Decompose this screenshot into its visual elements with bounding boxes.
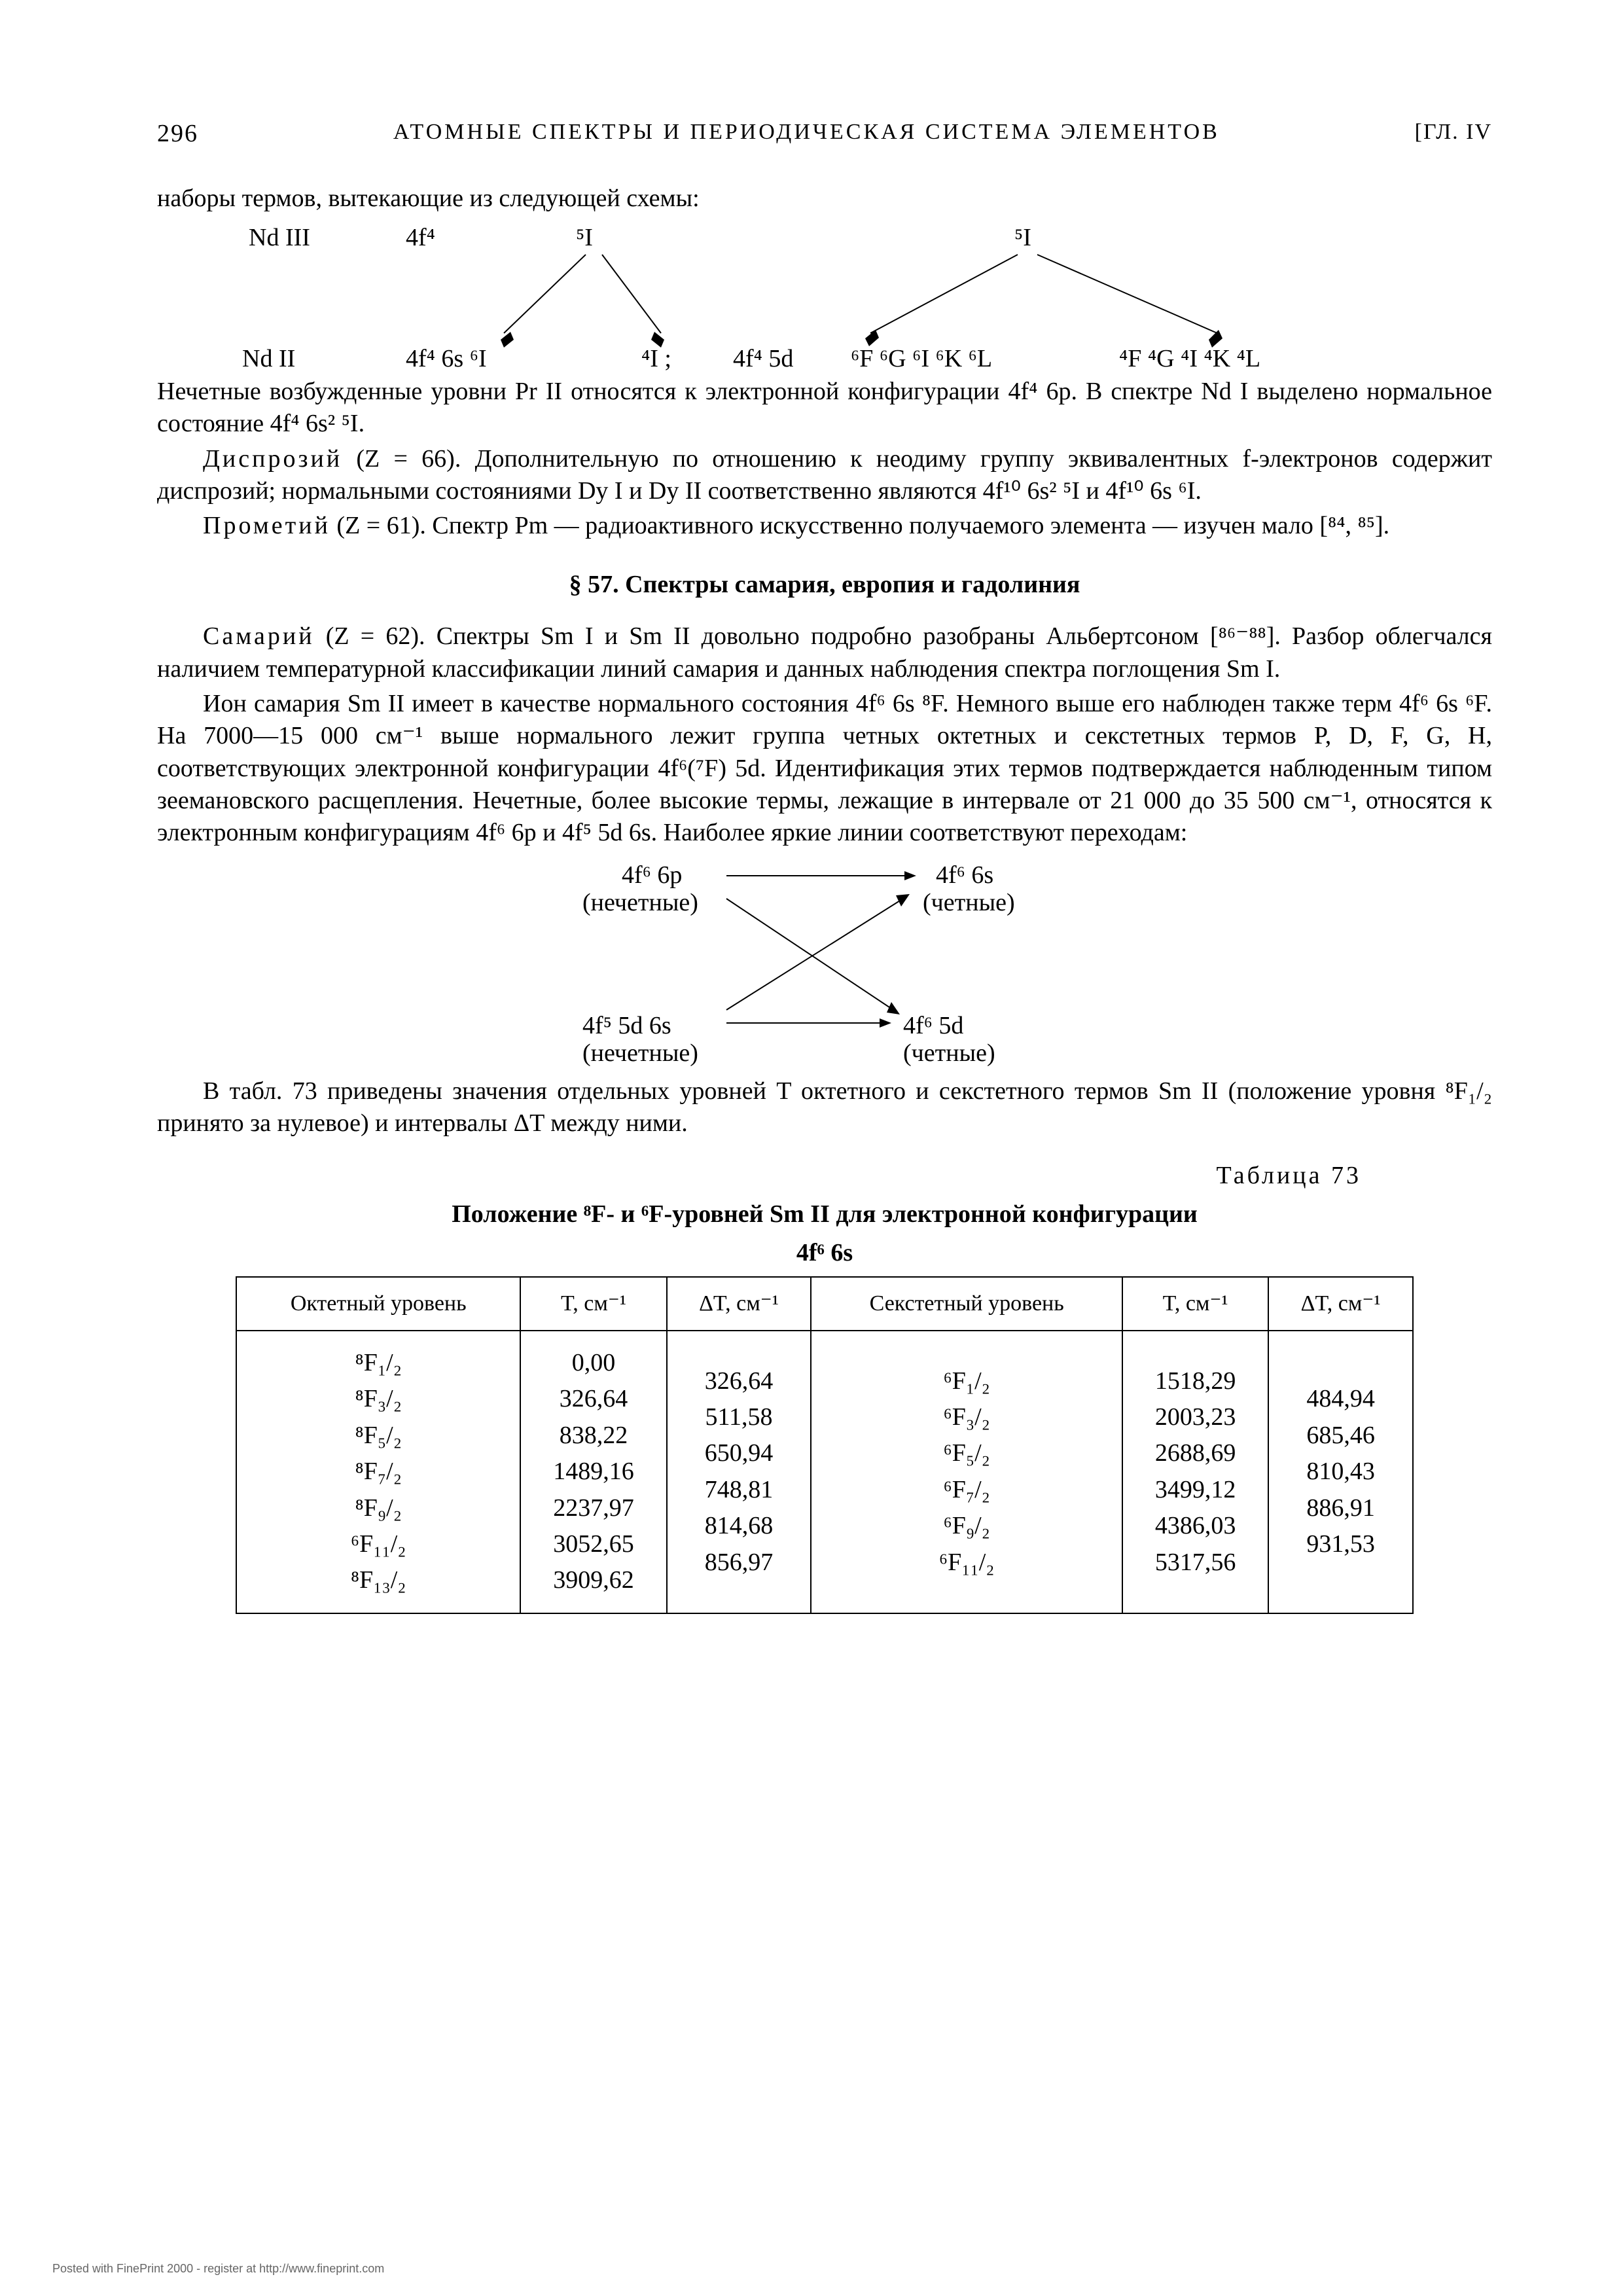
p5-term: Самарий xyxy=(203,622,315,650)
p3-body: (Z = 66). Дополнительную по отношению к … xyxy=(157,445,1492,505)
d1-r2e: ⁶F ⁶G ⁶I ⁶K ⁶L xyxy=(851,343,992,375)
table-value: 326,64 xyxy=(677,1365,802,1397)
p4-term: Прометий xyxy=(203,512,330,539)
table-value: ⁸F₁/₂ xyxy=(246,1347,510,1379)
table-value: 685,46 xyxy=(1278,1420,1403,1452)
paragraph-3: Диспрозий (Z = 66). Дополнительную по от… xyxy=(157,443,1492,508)
table-header-row: Октетный уровень T, см⁻¹ ΔT, см⁻¹ Сексте… xyxy=(236,1277,1413,1331)
footer-note: Posted with FinePrint 2000 - register at… xyxy=(52,2261,384,2276)
th-4: T, см⁻¹ xyxy=(1122,1277,1268,1331)
table-value: 856,97 xyxy=(677,1547,802,1579)
table-value: 650,94 xyxy=(677,1437,802,1469)
table-value: 1489,16 xyxy=(530,1456,656,1488)
table-value: ⁸F₉/₂ xyxy=(246,1492,510,1524)
paragraph-1: наборы термов, вытекающие из следующей с… xyxy=(157,183,1492,215)
th-0: Октетный уровень xyxy=(236,1277,520,1331)
table-value: ⁶F₃/₂ xyxy=(821,1401,1113,1433)
table-value: 3052,65 xyxy=(530,1528,656,1560)
table-value: ⁶F₁₁/₂ xyxy=(246,1528,510,1560)
table-caption-1: Положение ⁸F- и ⁶F-уровней Sm II для эле… xyxy=(157,1198,1492,1230)
d1-r2b: 4f⁴ 6s ⁶I xyxy=(406,343,487,375)
table-value: 886,91 xyxy=(1278,1492,1403,1524)
table-value: ⁸F₁₃/₂ xyxy=(246,1564,510,1596)
th-3: Секстетный уровень xyxy=(811,1277,1122,1331)
table-number: Таблица 73 xyxy=(157,1160,1492,1192)
p5-body: (Z = 62). Спектры Sm I и Sm II довольно … xyxy=(157,622,1492,682)
p3-term: Диспрозий xyxy=(203,445,342,473)
th-2: ΔT, см⁻¹ xyxy=(667,1277,812,1331)
d1-arrows xyxy=(157,222,1492,372)
paragraph-6: Ион самария Sm II имеет в качестве норма… xyxy=(157,688,1492,850)
d1-r2f: ⁴F ⁴G ⁴I ⁴K ⁴L xyxy=(1119,343,1260,375)
paragraph-5: Самарий (Z = 62). Спектры Sm I и Sm II д… xyxy=(157,620,1492,685)
table-row: ⁸F₁/₂ ⁸F₃/₂ ⁸F₅/₂ ⁸F₇/₂ ⁸F₉/₂ ⁶F₁₁/₂ ⁸F₁₃/₂ 0,… xyxy=(236,1331,1413,1613)
table-value: 1518,29 xyxy=(1132,1365,1258,1397)
table-value: 3499,12 xyxy=(1132,1474,1258,1506)
table-value: ⁸F₅/₂ xyxy=(246,1420,510,1452)
cell-col3: 326,64 511,58 650,94 748,81 814,68 856,97 xyxy=(667,1331,812,1613)
table-value: 931,53 xyxy=(1278,1528,1403,1560)
d1-r2d: 4f⁴ 5d xyxy=(733,343,793,375)
table-value: 838,22 xyxy=(530,1420,656,1452)
table-value: ⁶F₉/₂ xyxy=(821,1510,1113,1542)
cell-col4: ⁶F₁/₂ ⁶F₃/₂ ⁶F₅/₂ ⁶F₇/₂ ⁶F₉/₂ ⁶F₁₁/₂ xyxy=(811,1331,1122,1613)
term-diagram-1: Nd III 4f⁴ ⁵I ⁵I Nd II 4f⁴ 6s ⁶I ⁴I ; 4f… xyxy=(157,222,1492,372)
table-value: 511,58 xyxy=(677,1401,802,1433)
th-5: ΔT, см⁻¹ xyxy=(1268,1277,1413,1331)
table-value: ⁸F₃/₂ xyxy=(246,1383,510,1415)
paragraph-7: В табл. 73 приведены значения отдельных … xyxy=(157,1075,1492,1140)
table-value: 3909,62 xyxy=(530,1564,656,1596)
d1-ndii: Nd II xyxy=(242,343,295,375)
table-value: ⁶F₁₁/₂ xyxy=(821,1547,1113,1579)
table-value: ⁶F₇/₂ xyxy=(821,1474,1113,1506)
paragraph-2: Нечетные возбужденные уровни Pr II относ… xyxy=(157,376,1492,440)
table-value: 814,68 xyxy=(677,1510,802,1542)
cell-col6: 484,94 685,46 810,43 886,91 931,53 xyxy=(1268,1331,1413,1613)
table-value: 748,81 xyxy=(677,1474,802,1506)
d2-arrows xyxy=(530,859,1119,1069)
d1-r2c: ⁴I ; xyxy=(641,343,671,375)
table-value: ⁶F₁/₂ xyxy=(821,1365,1113,1397)
page-header: 296 АТОМНЫЕ СПЕКТРЫ И ПЕРИОДИЧЕСКАЯ СИСТ… xyxy=(157,118,1492,150)
table-caption-2: 4f⁶ 6s xyxy=(157,1237,1492,1269)
table-value: 810,43 xyxy=(1278,1456,1403,1488)
p4-body: (Z = 61). Спектр Pm — радиоактивного иск… xyxy=(330,512,1389,539)
table-value: 0,00 xyxy=(530,1347,656,1379)
th-1: T, см⁻¹ xyxy=(520,1277,666,1331)
cell-col2: 0,00 326,64 838,22 1489,16 2237,97 3052,65 390… xyxy=(520,1331,666,1613)
section-title: § 57. Спектры самария, европия и гадолин… xyxy=(157,569,1492,601)
paragraph-4: Прометий (Z = 61). Спектр Pm — радиоакти… xyxy=(157,510,1492,542)
table-value: 484,94 xyxy=(1278,1383,1403,1415)
table-value: 4386,03 xyxy=(1132,1510,1258,1542)
table-value: 5317,56 xyxy=(1132,1547,1258,1579)
header-title: АТОМНЫЕ СПЕКТРЫ И ПЕРИОДИЧЕСКАЯ СИСТЕМА … xyxy=(393,118,1220,150)
table-value: 2003,23 xyxy=(1132,1401,1258,1433)
table-value: 326,64 xyxy=(530,1383,656,1415)
cell-col5: 1518,29 2003,23 2688,69 3499,12 4386,03 5317,… xyxy=(1122,1331,1268,1613)
page-number: 296 xyxy=(157,118,198,150)
table-value: 2688,69 xyxy=(1132,1437,1258,1469)
table-value: 2237,97 xyxy=(530,1492,656,1524)
table-73: Октетный уровень T, см⁻¹ ΔT, см⁻¹ Сексте… xyxy=(236,1276,1414,1614)
table-value: ⁸F₇/₂ xyxy=(246,1456,510,1488)
table-value: ⁶F₅/₂ xyxy=(821,1437,1113,1469)
transitions-diagram: 4f⁶ 6p (нечетные) 4f⁶ 6s (четные) 4f⁵ 5d… xyxy=(530,859,1119,1069)
cell-col1: ⁸F₁/₂ ⁸F₃/₂ ⁸F₅/₂ ⁸F₇/₂ ⁸F₉/₂ ⁶F₁₁/₂ ⁸F₁₃/₂ xyxy=(236,1331,520,1613)
header-chapter: [ГЛ. IV xyxy=(1415,118,1492,150)
